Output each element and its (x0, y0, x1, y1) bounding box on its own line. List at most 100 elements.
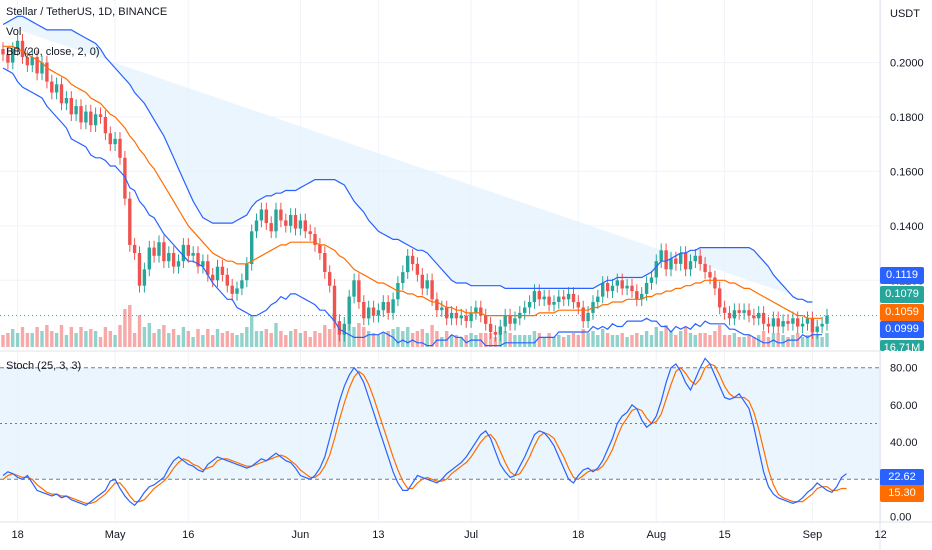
candle-body (20, 40, 25, 58)
candle-body (215, 266, 220, 281)
volume-bar (313, 331, 317, 347)
volume-bar (167, 333, 171, 347)
volume-bar (425, 333, 429, 347)
candle-body (303, 220, 307, 232)
candle-body (581, 307, 585, 322)
candle-body (220, 266, 225, 275)
volume-bar (323, 325, 327, 347)
stoch-legend[interactable]: Stoch (25, 3, 3) (6, 360, 82, 372)
candle-body (713, 277, 717, 289)
volume-bar (415, 331, 420, 347)
volume-bar (20, 327, 25, 347)
candle-body (225, 274, 229, 286)
candle-body (323, 253, 327, 272)
candle-body (479, 307, 483, 316)
volume-bar (635, 333, 639, 347)
time-tick-label: May (105, 529, 126, 541)
candle-body (79, 106, 83, 123)
candle-body (415, 263, 420, 275)
candle-body (196, 253, 200, 267)
candle-body (737, 310, 741, 313)
volume-bar (523, 335, 527, 347)
candle-body (381, 302, 385, 311)
candle-body (367, 307, 371, 319)
volume-bar (396, 327, 400, 347)
time-tick-label: 13 (372, 529, 384, 541)
candle-body (191, 253, 195, 256)
candle-body (640, 293, 644, 300)
candle-body (54, 84, 59, 93)
volume-bar (654, 327, 658, 347)
candle-body (601, 283, 605, 297)
volume-bar (11, 329, 15, 347)
volume-bar (620, 333, 624, 347)
candle-body (201, 261, 205, 267)
volume-bar (93, 331, 98, 347)
volume-bar (269, 333, 273, 347)
candle-body (532, 291, 537, 302)
volume-bar (318, 333, 322, 347)
time-tick-label: Jul (464, 529, 478, 541)
volume-bar (576, 335, 580, 347)
volume-bar (659, 331, 663, 347)
candle-body (171, 253, 176, 267)
volume-bar (220, 333, 225, 347)
candle-body (791, 318, 795, 324)
candle-body (430, 280, 434, 300)
volume-bar (732, 333, 737, 347)
volume-bar (142, 327, 147, 347)
candle-body (727, 312, 732, 319)
volume-bar (225, 331, 229, 347)
stoch-k-badge: 22.62 (880, 469, 924, 486)
bb-lower-badge: 0.0999 (880, 321, 924, 338)
volume-bar (596, 335, 600, 347)
volume-bar (571, 333, 576, 347)
candle-body (445, 307, 449, 319)
volume-bar (640, 335, 644, 347)
candle-body (693, 255, 697, 262)
candle-body (84, 111, 88, 123)
candle-body (557, 296, 561, 302)
symbol-title[interactable]: Stellar / TetherUS, 1D, BINANCE (6, 6, 168, 18)
candle-body (718, 288, 722, 308)
time-axis: 18 May 16 Jun 13 Jul 18 Aug 15 Sep 12 (11, 529, 886, 541)
candle-body (542, 296, 546, 300)
volume-bar (420, 329, 424, 347)
volume-bar (235, 335, 239, 347)
candle-body (810, 318, 815, 332)
candle-body (488, 323, 493, 332)
candle-body (259, 209, 264, 221)
volume-bar (279, 331, 283, 347)
candle-body (162, 242, 166, 262)
candle-body (386, 302, 390, 313)
volume-bar (722, 335, 727, 347)
volume-bar (708, 335, 712, 347)
volume-bar (484, 333, 488, 347)
candle-body (566, 293, 571, 300)
volume-bar (747, 335, 751, 347)
candle-body (513, 318, 517, 324)
volume-bar (727, 335, 732, 347)
volume-bar (591, 331, 595, 347)
volume-legend[interactable]: Vol (6, 26, 22, 38)
volume-bar (45, 325, 49, 347)
candle-body (152, 247, 156, 256)
candle-body (103, 117, 108, 134)
volume-bar (688, 333, 693, 347)
bb-basis-badge: 0.1059 (880, 304, 924, 321)
candle-body (264, 209, 268, 224)
candle-body (176, 261, 181, 267)
volume-bar (713, 331, 717, 347)
last-price-badge: 0.1079 (880, 286, 924, 303)
price-tick-label: 0.1400 (890, 221, 924, 233)
candle-body (406, 255, 410, 273)
candle-body (186, 244, 190, 256)
volume-bar (293, 329, 298, 347)
candle-body (484, 315, 488, 324)
candle-body (654, 261, 658, 278)
volume-bar (581, 329, 585, 347)
time-tick-label: 18 (11, 529, 23, 541)
candle-body (298, 220, 303, 229)
bb-legend[interactable]: BB (20, close, 2, 0) (6, 46, 100, 58)
candle-body (50, 81, 54, 93)
